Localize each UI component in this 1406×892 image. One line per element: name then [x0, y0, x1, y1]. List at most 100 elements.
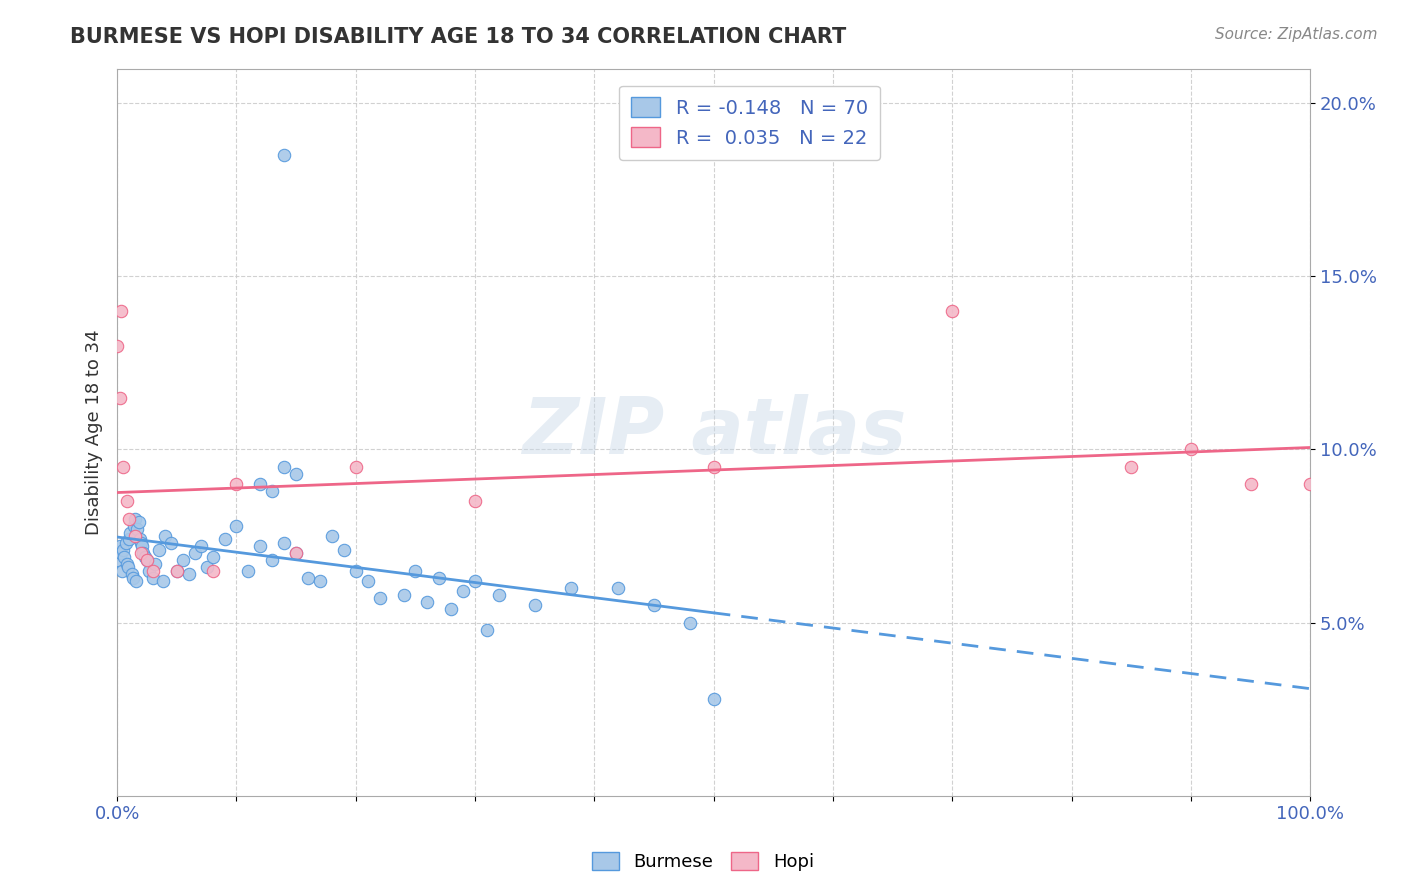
Point [115, 557, 138, 571]
Point [122, 518, 145, 533]
Text: Source: ZipAtlas.com: Source: ZipAtlas.com [1215, 27, 1378, 42]
Point [273, 148, 295, 162]
Point [427, 571, 450, 585]
Point [416, 595, 439, 609]
Point [560, 581, 582, 595]
Point [160, 536, 183, 550]
Point [404, 564, 426, 578]
Point [440, 601, 463, 615]
Point [132, 546, 155, 560]
Point [118, 512, 141, 526]
Point [108, 540, 131, 554]
Point [121, 571, 143, 585]
Point [120, 525, 142, 540]
Point [153, 529, 176, 543]
Point [127, 522, 149, 536]
Point [1121, 459, 1143, 474]
Point [142, 564, 165, 578]
Point [225, 518, 247, 533]
Point [134, 549, 156, 564]
Point [262, 483, 284, 498]
Point [679, 615, 702, 630]
Point [131, 540, 153, 554]
Point [114, 536, 136, 550]
Point [475, 623, 498, 637]
Point [166, 564, 188, 578]
Point [344, 459, 367, 474]
Point [201, 549, 224, 564]
Point [110, 304, 132, 318]
Point [488, 588, 510, 602]
Point [142, 571, 165, 585]
Point [273, 536, 295, 550]
Point [111, 564, 134, 578]
Point [1180, 442, 1202, 457]
Point [110, 546, 132, 560]
Point [643, 599, 665, 613]
Point [152, 574, 174, 588]
Point [112, 459, 135, 474]
Point [523, 599, 546, 613]
Point [1299, 477, 1322, 491]
Point [148, 542, 170, 557]
Point [125, 574, 148, 588]
Point [201, 564, 224, 578]
Point [392, 588, 415, 602]
Text: BURMESE VS HOPI DISABILITY AGE 18 TO 34 CORRELATION CHART: BURMESE VS HOPI DISABILITY AGE 18 TO 34 … [70, 27, 846, 46]
Point [145, 557, 167, 571]
Point [368, 591, 391, 606]
Point [464, 494, 486, 508]
Point [273, 459, 295, 474]
Point [124, 512, 146, 526]
Point [1239, 477, 1261, 491]
Point [112, 542, 135, 557]
Point [108, 391, 131, 405]
Point [285, 467, 308, 481]
Point [136, 553, 159, 567]
Point [136, 553, 159, 567]
Point [607, 581, 630, 595]
Point [214, 533, 236, 547]
Point [105, 338, 128, 352]
Point [190, 540, 212, 554]
Legend: R = -0.148   N = 70, R =  0.035   N = 22: R = -0.148 N = 70, R = 0.035 N = 22 [620, 86, 880, 160]
Point [262, 553, 284, 567]
Point [128, 515, 150, 529]
Point [703, 459, 725, 474]
Point [115, 494, 138, 508]
Point [285, 546, 308, 560]
Point [107, 553, 129, 567]
Point [177, 567, 200, 582]
Point [117, 560, 139, 574]
Point [172, 553, 194, 567]
Point [184, 546, 207, 560]
Point [357, 574, 380, 588]
Point [118, 533, 141, 547]
Point [344, 564, 367, 578]
Point [128, 533, 150, 547]
Point [138, 564, 160, 578]
Point [309, 574, 332, 588]
Point [451, 584, 474, 599]
Y-axis label: Disability Age 18 to 34: Disability Age 18 to 34 [86, 329, 103, 535]
Point [129, 546, 152, 560]
Point [333, 542, 356, 557]
Point [703, 691, 725, 706]
Point [195, 560, 218, 574]
Point [464, 574, 486, 588]
Legend: Burmese, Hopi: Burmese, Hopi [585, 845, 821, 879]
Point [297, 571, 319, 585]
Point [124, 529, 146, 543]
Point [121, 567, 143, 582]
Point [285, 546, 308, 560]
Point [249, 477, 271, 491]
Point [129, 536, 152, 550]
Point [112, 549, 135, 564]
Point [249, 540, 271, 554]
Point [238, 564, 260, 578]
Point [225, 477, 247, 491]
Text: ZIP atlas: ZIP atlas [522, 394, 905, 470]
Point [941, 304, 963, 318]
Point [321, 529, 343, 543]
Point [166, 564, 188, 578]
